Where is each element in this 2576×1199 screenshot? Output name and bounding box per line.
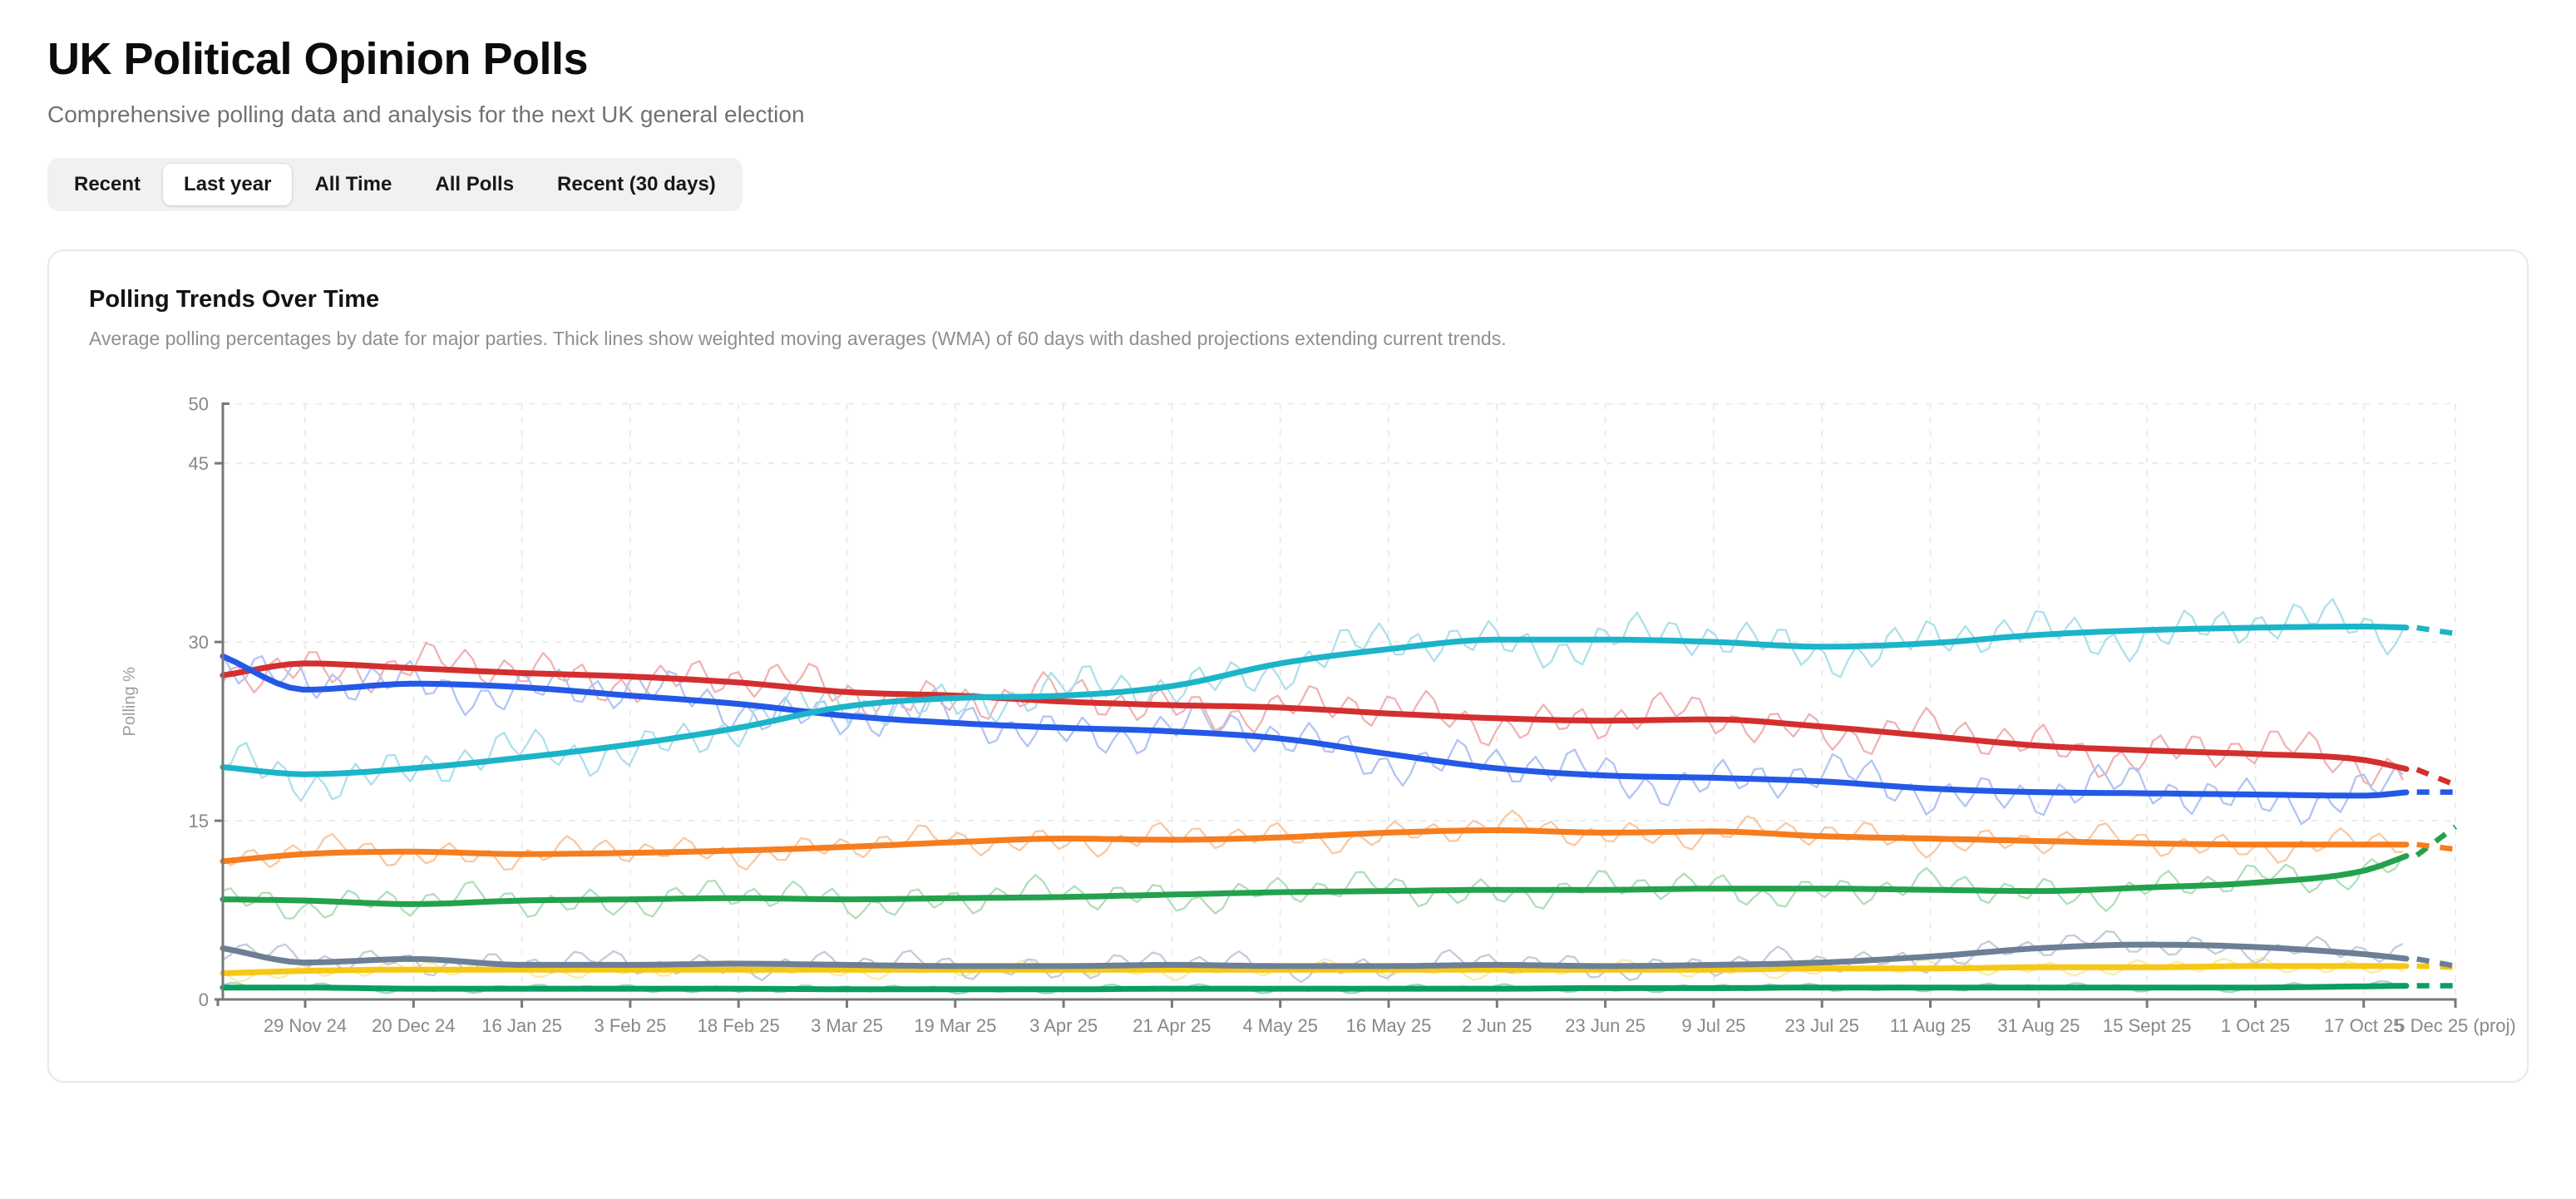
chart-axes <box>215 402 2457 1008</box>
orange-series-wma-line <box>220 827 2410 865</box>
red-series-wma-line <box>220 660 2410 772</box>
seagreen-series-wma-line <box>220 983 2410 993</box>
x-tick-label: 15 Sept 25 <box>2103 1015 2191 1036</box>
x-tick-label: 2 Jun 25 <box>1462 1015 1532 1036</box>
tab-recent-30-days[interactable]: Recent (30 days) <box>536 164 737 205</box>
orange-series-projection-line <box>2416 841 2456 852</box>
time-range-tabs: Recent Last year All Time All Polls Recent (… <box>47 158 743 211</box>
polling-trends-card: Polling Trends Over Time Average polling… <box>47 249 2529 1083</box>
x-tick-label: 23 Jul 25 <box>1785 1015 1859 1036</box>
x-tick-label: 23 Jun 25 <box>1565 1015 1646 1036</box>
tab-all-time[interactable]: All Time <box>294 164 412 205</box>
page-header: UK Political Opinion Polls Comprehensive… <box>0 0 2576 128</box>
x-tick-label: 16 May 25 <box>1346 1015 1432 1036</box>
tab-last-year[interactable]: Last year <box>163 164 293 205</box>
y-tick-label: 50 <box>189 394 209 415</box>
green-series-wma-line <box>220 853 2410 907</box>
x-tick-label: 1 Oct 25 <box>2221 1015 2290 1036</box>
yellow-series-wma-line <box>220 963 2410 976</box>
y-axis-title: Polling % <box>121 667 139 737</box>
cyan-series-wma-line <box>220 624 2410 777</box>
page-title: UK Political Opinion Polls <box>47 34 589 84</box>
x-tick-label: 11 Aug 25 <box>1890 1015 1971 1036</box>
cyan-series-raw-line <box>222 598 2404 802</box>
x-tick-label: 18 Feb 25 <box>698 1015 780 1036</box>
x-tick-label: 19 Mar 25 <box>914 1015 996 1036</box>
y-axis-labels: 0 15 30 45 50 <box>189 394 209 1011</box>
tab-recent[interactable]: Recent <box>53 164 161 205</box>
y-tick-label: 45 <box>189 453 209 474</box>
x-tick-label: 3 Apr 25 <box>1029 1015 1098 1036</box>
x-tick-label: 16 Jan 25 <box>481 1015 562 1036</box>
card-header: Polling Trends Over Time Average polling… <box>49 251 2527 350</box>
y-tick-label: 15 <box>189 811 209 831</box>
x-tick-label: 9 Jul 25 <box>1681 1015 1745 1036</box>
polling-trends-chart-svg: 29 Nov 24 20 Dec 24 16 Jan 25 3 Feb 25 18 Fe… <box>121 394 2516 1037</box>
card-description: Average polling percentages by date for … <box>89 328 1507 349</box>
gray-series-projection-line <box>2416 956 2456 970</box>
x-tick-label: 3 Mar 25 <box>811 1015 883 1036</box>
time-range-tabs-wrap: Recent Last year All Time All Polls Recent (… <box>0 128 2576 211</box>
gray-series-wma-line <box>220 941 2410 970</box>
y-tick-label: 0 <box>199 989 209 1010</box>
blue-series-wma-line <box>220 653 2410 799</box>
x-axis-labels: 29 Nov 24 20 Dec 24 16 Jan 25 3 Feb 25 18 Fe… <box>264 1015 2516 1036</box>
green-series-raw-line <box>222 856 2404 920</box>
cyan-series-projection-line <box>2416 624 2456 637</box>
x-tick-label: 20 Dec 24 <box>372 1015 455 1036</box>
wma-lines <box>220 624 2457 993</box>
x-tick-label: 5 Dec 25 (proj) <box>2395 1015 2516 1036</box>
red-series-raw-line <box>222 642 2404 787</box>
x-tick-label: 21 Apr 25 <box>1133 1015 1211 1036</box>
x-tick-label: 17 Oct 25 <box>2324 1015 2403 1036</box>
card-title: Polling Trends Over Time <box>89 286 380 313</box>
x-tick-label: 31 Aug 25 <box>1997 1015 2080 1036</box>
x-tick-label: 3 Feb 25 <box>594 1015 666 1036</box>
y-tick-label: 30 <box>189 632 209 653</box>
chart-gridlines <box>223 402 2456 999</box>
x-tick-label: 29 Nov 24 <box>264 1015 347 1036</box>
green-series-projection-line <box>2415 824 2457 858</box>
tab-all-polls[interactable]: All Polls <box>414 164 535 205</box>
polling-trends-chart: 29 Nov 24 20 Dec 24 16 Jan 25 3 Feb 25 18 Fe… <box>49 372 2527 1051</box>
page-subtitle: Comprehensive polling data and analysis … <box>47 101 805 127</box>
x-tick-label: 4 May 25 <box>1242 1015 1318 1036</box>
red-series-projection-line <box>2416 767 2457 788</box>
